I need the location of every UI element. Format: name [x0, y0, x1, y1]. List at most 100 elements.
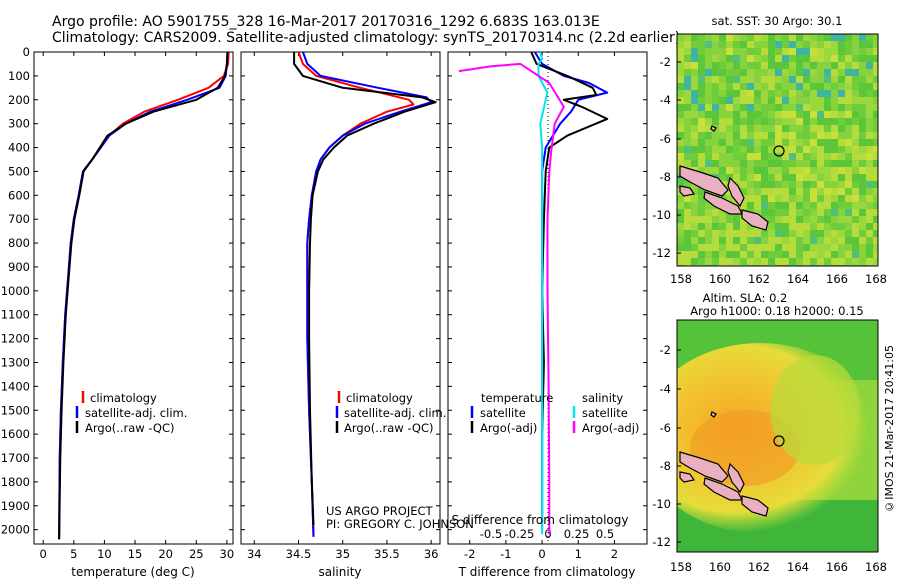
- sst-pixel: [810, 230, 817, 237]
- sst-pixel: [740, 48, 747, 55]
- sst-pixel: [677, 83, 684, 90]
- sst-pixel: [775, 34, 782, 41]
- sst-pixel: [712, 132, 719, 139]
- sst-pixel: [740, 251, 747, 258]
- sst-pixel: [677, 111, 684, 118]
- sst-pixel: [803, 55, 810, 62]
- sst-pixel: [740, 41, 747, 48]
- sst-pixel: [838, 118, 845, 125]
- sst-pixel: [838, 55, 845, 62]
- sst-pixel: [859, 202, 866, 209]
- sst-pixel: [684, 97, 691, 104]
- sst-pixel: [691, 258, 698, 265]
- sst-pixel: [740, 174, 747, 181]
- sst-pixel: [712, 139, 719, 146]
- sst-pixel: [803, 125, 810, 132]
- sst-pixel: [782, 90, 789, 97]
- sst-pixel: [733, 223, 740, 230]
- sst-pixel: [733, 111, 740, 118]
- island-shape: [679, 471, 695, 483]
- sst-pixel: [831, 62, 838, 69]
- sst-pixel: [852, 132, 859, 139]
- sst-pixel: [831, 209, 838, 216]
- sst-pixel: [824, 209, 831, 216]
- sst-pixel: [866, 146, 873, 153]
- salinity-legend: climatology satellite-adj. clim. Argo(..…: [326, 391, 474, 531]
- sst-pixel: [726, 41, 733, 48]
- sst-pixel: [677, 104, 684, 111]
- depth-tick-label: 1300: [1, 355, 30, 369]
- sst-pixel: [691, 76, 698, 83]
- sst-pixel: [754, 62, 761, 69]
- sst-pixel: [824, 90, 831, 97]
- sst-pixel: [866, 160, 873, 167]
- sst-pixel: [838, 76, 845, 83]
- sst-pixel: [712, 251, 719, 258]
- sst-pixel: [852, 188, 859, 195]
- sst-pixel: [789, 97, 796, 104]
- sst-pixel: [859, 153, 866, 160]
- map-lon-tick: 166: [826, 272, 848, 286]
- sst-pixel: [698, 111, 705, 118]
- legend-climatology-label: climatology: [346, 391, 413, 405]
- sst-pixel: [866, 251, 873, 258]
- sst-pixel: [684, 258, 691, 265]
- sst-pixel: [796, 48, 803, 55]
- sst-pixel: [824, 237, 831, 244]
- map-lon-tick: 158: [670, 272, 692, 286]
- sst-pixel: [838, 202, 845, 209]
- sst-pixel: [866, 34, 873, 41]
- sst-pixel: [782, 132, 789, 139]
- sst-pixel: [824, 104, 831, 111]
- sst-pixel: [838, 160, 845, 167]
- sst-pixel: [873, 41, 878, 48]
- sst-pixel: [761, 62, 768, 69]
- sst-pixel: [824, 223, 831, 230]
- sst-pixel: [782, 104, 789, 111]
- sst-pixel: [677, 34, 684, 41]
- sst-pixel: [698, 125, 705, 132]
- sst-pixel: [698, 244, 705, 251]
- sst-pixel: [803, 258, 810, 265]
- s-diff-tick-label: -0.25: [505, 527, 535, 541]
- sst-pixel: [810, 146, 817, 153]
- sst-pixel: [789, 181, 796, 188]
- sst-pixel: [789, 118, 796, 125]
- sst-pixel: [677, 230, 684, 237]
- sst-pixel: [824, 139, 831, 146]
- sst-pixel: [733, 55, 740, 62]
- sst-pixel: [698, 209, 705, 216]
- sst-pixel: [761, 174, 768, 181]
- sst-pixel: [831, 174, 838, 181]
- sst-pixel: [768, 160, 775, 167]
- difference-xlabel-top: S difference from climatology: [452, 513, 629, 527]
- sst-pixel: [768, 90, 775, 97]
- sst-pixel: [691, 104, 698, 111]
- sst-pixel: [782, 216, 789, 223]
- sst-pixel: [859, 181, 866, 188]
- sst-pixel: [740, 104, 747, 111]
- sst-pixel: [684, 181, 691, 188]
- sst-pixel: [761, 41, 768, 48]
- sst-pixel: [824, 48, 831, 55]
- sst-pixel: [754, 251, 761, 258]
- island-shape: [727, 176, 745, 208]
- sst-pixel: [754, 83, 761, 90]
- sst-pixel: [726, 83, 733, 90]
- sst-pixel: [852, 83, 859, 90]
- depth-tick-label: 400: [8, 141, 30, 155]
- s-diff-tick-label: 0: [544, 527, 551, 541]
- series-line: [58, 51, 229, 540]
- sst-pixel: [838, 90, 845, 97]
- sst-map-frame: [676, 33, 879, 267]
- sst-pixel: [810, 153, 817, 160]
- sst-pixel: [789, 230, 796, 237]
- sst-map-title: sat. SST: 30 Argo: 30.1: [712, 14, 843, 28]
- sst-pixel: [866, 258, 873, 265]
- sst-pixel: [782, 41, 789, 48]
- sst-pixel: [733, 132, 740, 139]
- sst-pixel: [775, 90, 782, 97]
- sst-pixel: [866, 195, 873, 202]
- sst-pixel: [845, 167, 852, 174]
- sst-pixel: [824, 216, 831, 223]
